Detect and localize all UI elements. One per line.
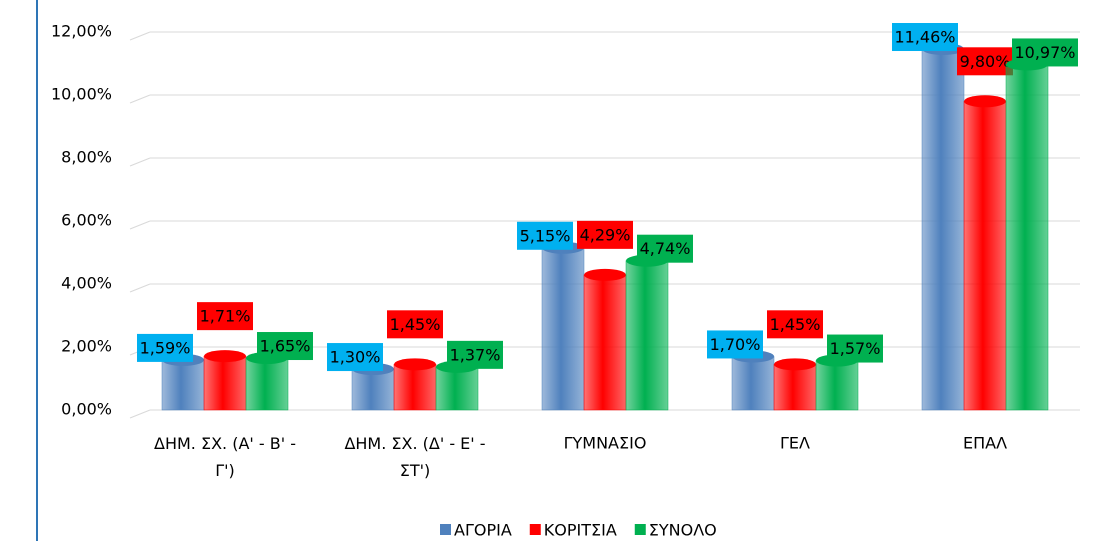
bar (625, 260, 669, 411)
x-tick-label: ΓΥΜΝΑΣΙΟ (564, 434, 647, 453)
data-label: 1,65% (260, 337, 311, 356)
x-tick-label: ΔΗΜ. ΣΧ. (Δ' - Ε' -ΣΤ') (344, 434, 485, 480)
grid-line-depth (129, 283, 151, 293)
data-label-box (892, 23, 958, 52)
grid-line-depth (129, 409, 151, 419)
x-tick-label: ΕΠΑΛ (963, 434, 1007, 453)
grid-line-depth (129, 157, 151, 167)
legend-label: ΚΟΡΙΤΣΙΑ (544, 521, 617, 540)
bar (963, 101, 1007, 411)
bar (541, 247, 585, 411)
data-label: 10,97% (1014, 43, 1075, 62)
data-label: 1,71% (200, 307, 251, 326)
y-tick-label: 10,00% (51, 85, 112, 104)
bar (1005, 64, 1049, 411)
data-label: 9,80% (960, 52, 1011, 71)
data-label: 1,37% (450, 345, 501, 364)
bar (435, 366, 479, 411)
data-label-box (327, 343, 383, 372)
data-label-box (197, 302, 253, 331)
legend-swatch (529, 524, 541, 535)
legend-swatch (440, 524, 451, 535)
bar (203, 355, 247, 411)
data-label: 5,15% (520, 226, 571, 245)
data-label: 1,45% (390, 315, 441, 334)
data-label: 1,70% (710, 335, 761, 354)
bar (161, 359, 205, 411)
bar-cap (584, 268, 626, 281)
bar-cap (964, 95, 1006, 108)
data-label: 1,45% (770, 315, 821, 334)
legend-swatch (634, 524, 646, 535)
y-tick-label: 2,00% (61, 337, 112, 356)
legend-label: ΣΥΝΟΛΟ (649, 521, 717, 540)
bar (245, 357, 289, 411)
bar (583, 274, 627, 411)
data-label-box (137, 333, 193, 362)
y-tick-label: 6,00% (61, 211, 112, 230)
bar-cap (774, 358, 816, 371)
y-tick-label: 12,00% (51, 22, 112, 41)
data-label-box (447, 340, 503, 369)
bar (351, 368, 395, 411)
data-label: 4,74% (640, 239, 691, 258)
bar-cap (204, 350, 246, 363)
bar-cap (394, 358, 436, 371)
legend-label: ΑΓΟΡΙΑ (454, 521, 512, 540)
data-label-box (257, 332, 313, 361)
bar (815, 360, 859, 411)
data-label: 1,59% (140, 338, 191, 357)
data-label-box (577, 220, 633, 249)
grid-line-depth (129, 220, 151, 230)
bar (773, 364, 817, 411)
grid-line-depth (129, 31, 151, 41)
bar (731, 356, 775, 411)
data-label-box (637, 234, 693, 263)
data-label-box (1012, 38, 1078, 67)
data-label: 1,30% (330, 348, 381, 367)
data-label: 11,46% (894, 28, 955, 47)
data-label-box (767, 310, 823, 339)
grid-line-depth (129, 94, 151, 104)
data-label-box (707, 330, 763, 359)
data-label-box (957, 47, 1013, 76)
data-label-box (387, 310, 443, 339)
bar (393, 364, 437, 411)
data-label: 4,29% (580, 225, 631, 244)
y-tick-label: 0,00% (61, 400, 112, 419)
data-label-box (827, 334, 883, 363)
y-tick-label: 8,00% (61, 148, 112, 167)
x-tick-label: ΓΕΛ (780, 434, 810, 453)
data-label: 1,57% (830, 339, 881, 358)
data-label-box (517, 221, 573, 250)
bar (921, 48, 965, 411)
y-tick-label: 4,00% (61, 274, 112, 293)
x-tick-label: ΔΗΜ. ΣΧ. (Α' - Β' -Γ') (154, 434, 296, 480)
